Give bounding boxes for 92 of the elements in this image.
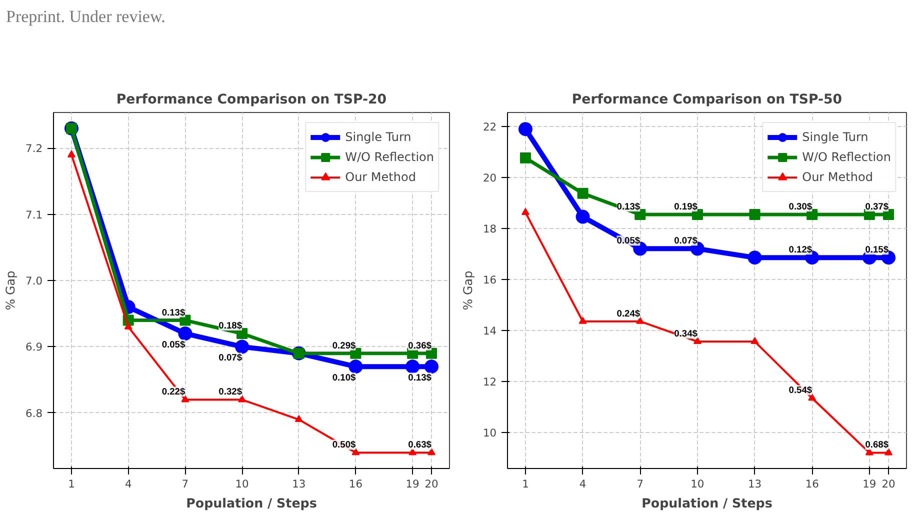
x-axis-title: Population / Steps — [642, 496, 772, 510]
point — [424, 360, 438, 374]
point — [518, 122, 532, 136]
point — [408, 448, 417, 456]
annotation: 0.05$ — [162, 340, 186, 350]
legend-label: Our Method — [802, 170, 873, 184]
point — [521, 208, 530, 215]
x-tick-label: 16 — [348, 478, 363, 490]
point — [348, 360, 363, 374]
point — [576, 210, 590, 224]
annotation: 0.36$ — [408, 340, 432, 350]
legend-label: Single Turn — [802, 130, 868, 144]
legend-label: Our Method — [345, 170, 416, 184]
y-tick-label: 6.9 — [26, 340, 43, 354]
x-tick-label: 20 — [882, 478, 896, 490]
y-tick-label: 7.0 — [26, 274, 43, 288]
x-tick-label: 10 — [235, 478, 250, 490]
point — [181, 395, 190, 402]
annotation: 0.13$ — [408, 372, 432, 383]
point — [124, 322, 132, 330]
text: Preprint. Under review. — [6, 6, 166, 28]
point — [865, 448, 874, 456]
annotation: 0.18$ — [218, 320, 243, 331]
y-tick-label: 10 — [482, 426, 497, 440]
y-axis-title: % Gap — [4, 270, 18, 310]
annotation: 0.05$ — [616, 236, 641, 246]
point — [520, 152, 531, 164]
annotation: 0.10$ — [332, 372, 357, 383]
annotation: 0.30$ — [788, 202, 813, 212]
x-tick-label: 7 — [182, 478, 189, 490]
x-tick-label: 1 — [522, 478, 529, 490]
annotation: 0.37$ — [865, 202, 890, 212]
point — [749, 209, 760, 220]
point — [352, 448, 360, 456]
x-tick-label: 16 — [805, 478, 820, 490]
x-tick-label: 4 — [579, 478, 586, 490]
point — [577, 188, 588, 199]
point — [578, 316, 587, 324]
point — [68, 150, 76, 158]
annotation: 0.54$ — [788, 385, 813, 396]
annotation: 0.50$ — [332, 440, 357, 450]
x-tick-label: 13 — [748, 478, 762, 490]
point — [294, 414, 303, 422]
annotation: 0.07$ — [218, 352, 243, 363]
x-tick-label: 10 — [690, 478, 704, 490]
y-tick-label: 12 — [482, 376, 497, 389]
point — [750, 336, 759, 344]
point — [235, 340, 250, 354]
y-tick-label: 7.1 — [26, 208, 43, 222]
point — [428, 448, 436, 456]
annotation: 0.13$ — [162, 307, 186, 318]
annotation: 0.15$ — [865, 244, 890, 255]
y-tick-label: 20 — [482, 172, 497, 185]
legend-label: W/O Reflection — [345, 150, 434, 164]
point — [238, 395, 246, 402]
x-tick-label: 19 — [862, 478, 876, 490]
y-tick-label: 6.8 — [26, 406, 43, 420]
y-tick-label: 22 — [482, 120, 497, 134]
y-tick-label: 18 — [482, 222, 497, 236]
x-tick-label: 20 — [424, 478, 438, 490]
y-axis-title: % Gap — [460, 270, 475, 310]
point — [693, 336, 702, 344]
annotation: 0.19$ — [674, 202, 698, 212]
point — [178, 326, 192, 340]
annotation: 0.34$ — [674, 328, 698, 339]
x-tick-label: 4 — [124, 478, 132, 490]
annotation: 0.12$ — [788, 244, 813, 255]
legend-label: W/O Reflection — [802, 150, 891, 164]
x-tick-label: 13 — [292, 478, 306, 490]
annotation: 0.29$ — [332, 340, 357, 350]
annotation: 0.24$ — [616, 308, 641, 318]
annotation: 0.07$ — [674, 236, 698, 246]
point — [636, 316, 644, 324]
x-tick-label: 19 — [406, 478, 420, 490]
annotation: 0.68$ — [865, 440, 890, 450]
point — [748, 250, 762, 265]
chart-title: Performance Comparison on TSP-50 — [572, 92, 842, 108]
legend-label: Single Turn — [345, 130, 412, 144]
x-tick-label: 7 — [636, 478, 644, 490]
point — [808, 394, 816, 401]
x-axis-title: Population / Steps — [186, 496, 317, 510]
annotation: 0.13$ — [616, 202, 641, 212]
chart-title: Performance Comparison on TSP-20 — [116, 92, 387, 108]
annotation: 0.32$ — [218, 386, 243, 397]
point — [884, 448, 893, 456]
y-tick-label: 14 — [482, 324, 497, 338]
y-tick-label: 7.2 — [26, 142, 43, 156]
annotation: 0.63$ — [408, 440, 432, 450]
x-tick-label: 1 — [68, 478, 75, 490]
y-tick-label: 16 — [482, 274, 497, 287]
point — [406, 360, 420, 374]
annotation: 0.22$ — [162, 386, 186, 397]
